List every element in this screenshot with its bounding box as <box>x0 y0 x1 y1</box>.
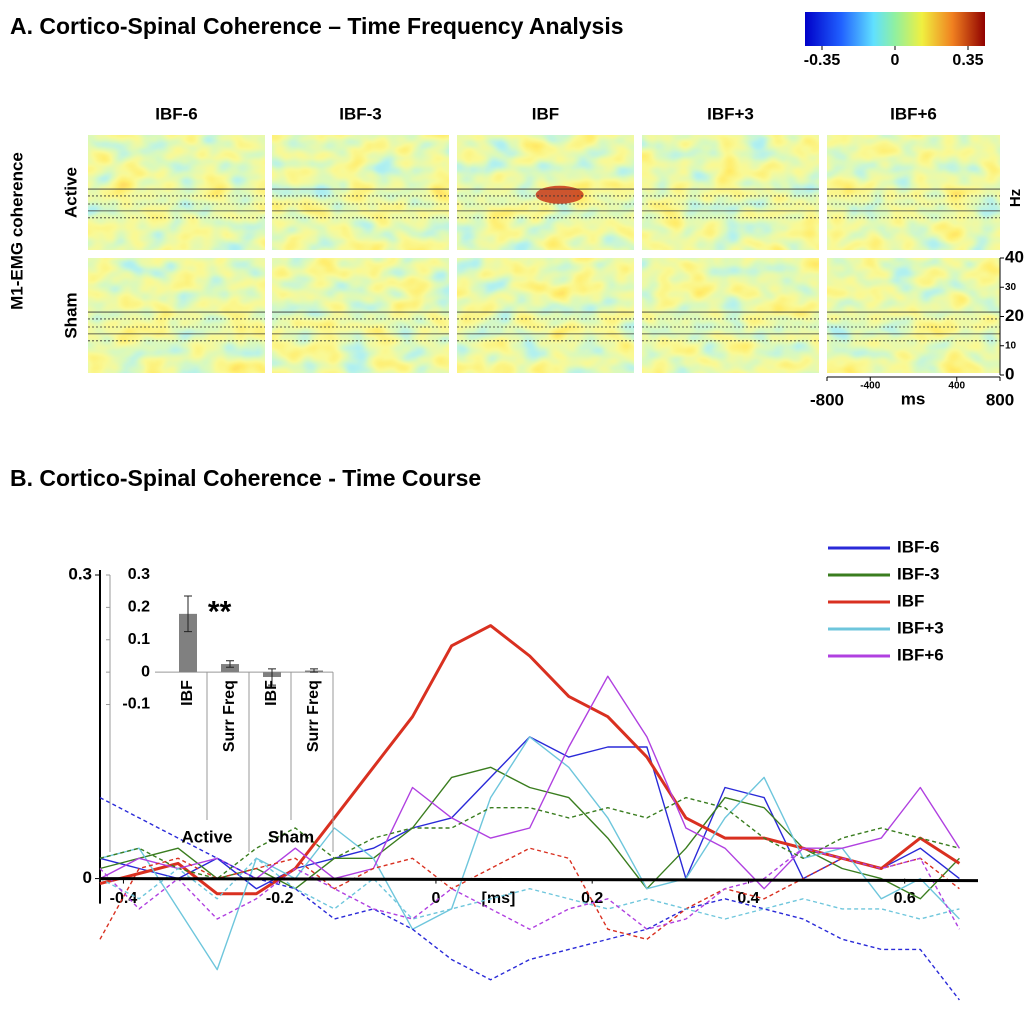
row-axis-label: M1-EMG coherence <box>7 152 26 310</box>
freq-tick-label: 20 <box>1005 306 1024 325</box>
series-line <box>99 736 960 890</box>
inset-y-tick-label: 0.3 <box>128 566 150 583</box>
series-line <box>99 847 961 930</box>
column-header: IBF <box>532 104 559 123</box>
freq-tick-label: 40 <box>1005 247 1024 266</box>
x-axis-label: [ms] <box>482 890 516 907</box>
error-bar <box>226 660 234 668</box>
error-bar <box>268 668 276 686</box>
heatmap-cell <box>827 258 1000 373</box>
legend-label: IBF+6 <box>897 645 944 664</box>
freq-tick-label: 0 <box>1005 364 1014 383</box>
x-tick-label: 0 <box>431 890 440 907</box>
significance-annotation: ** <box>208 595 232 628</box>
x-tick-label: -0.2 <box>266 890 294 907</box>
error-bar <box>310 668 318 673</box>
inset-category-label: IBF <box>179 680 196 706</box>
y-tick-label: 0 <box>83 868 92 887</box>
bar <box>221 664 239 673</box>
colorbar-tick-label: 0.35 <box>952 52 983 69</box>
colorbar-tick-label: 0 <box>891 52 900 69</box>
heatmap-cell <box>88 135 265 250</box>
time-tick-label: -400 <box>860 381 880 392</box>
heatmap-cell <box>457 258 634 373</box>
freq-axis-label: Hz <box>1007 189 1024 207</box>
time-tick-label: -800 <box>810 390 844 409</box>
legend-label: IBF <box>897 591 924 610</box>
hotspot <box>535 185 584 204</box>
heatmap-cell <box>88 258 265 373</box>
error-bar <box>184 595 192 633</box>
x-tick-label: 0.2 <box>581 890 603 907</box>
x-axis <box>99 877 979 883</box>
column-header: IBF+3 <box>707 104 754 123</box>
heatmap-cell <box>827 135 1000 250</box>
x-tick-label: -0.4 <box>110 890 138 907</box>
time-axis-label: ms <box>901 389 926 408</box>
colorbar-tick-label: -0.35 <box>804 52 841 69</box>
inset-category-label: Surr Freq <box>221 680 238 752</box>
inset-category-label: Surr Freq <box>305 680 322 752</box>
time-tick-label: 400 <box>948 381 965 392</box>
inset-y-tick-label: 0.2 <box>128 599 150 616</box>
inset-y-tick-label: 0.1 <box>128 631 150 648</box>
time-tick-label: 800 <box>986 390 1014 409</box>
column-header: IBF+6 <box>890 104 937 123</box>
column-header: IBF-3 <box>339 104 382 123</box>
y-tick-label: 0.3 <box>68 564 92 583</box>
series-line <box>99 847 960 940</box>
legend-label: IBF-6 <box>897 537 940 556</box>
bar <box>179 613 197 673</box>
freq-tick-label: 30 <box>1005 282 1017 293</box>
inset-group-label: Active <box>181 827 232 846</box>
series-line <box>99 857 960 920</box>
freq-tick-label: 10 <box>1005 340 1017 351</box>
column-header: IBF-6 <box>155 104 198 123</box>
inset-category-label: IBF <box>263 680 280 706</box>
inset-y-tick-label: 0 <box>141 663 150 680</box>
legend-label: IBF+3 <box>897 618 944 637</box>
panel-a-title: A. Cortico-Spinal Coherence – Time Frequ… <box>10 13 624 39</box>
row-label: Sham <box>61 292 80 338</box>
inset-y-tick-label: -0.1 <box>122 696 150 713</box>
inset-group-label: Sham <box>268 827 314 846</box>
legend-label: IBF-3 <box>897 564 940 583</box>
x-tick-label: 0.6 <box>894 890 916 907</box>
heatmap-cell <box>272 258 449 373</box>
panel-b-title: B. Cortico-Spinal Coherence - Time Cours… <box>10 465 481 491</box>
colorbar <box>805 12 985 46</box>
row-label: Active <box>61 167 80 218</box>
heatmap-cell <box>642 135 819 250</box>
heatmap-cell <box>642 258 819 373</box>
series-line <box>99 736 960 971</box>
heatmap-cell <box>272 135 449 250</box>
